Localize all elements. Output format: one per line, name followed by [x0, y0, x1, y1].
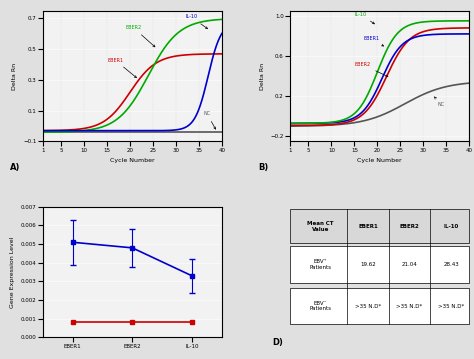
- Text: EBER1: EBER1: [364, 36, 383, 46]
- Text: NC: NC: [203, 111, 216, 129]
- Text: A): A): [10, 163, 21, 172]
- Y-axis label: Delta Rn: Delta Rn: [12, 62, 18, 90]
- Text: 21.04: 21.04: [401, 262, 417, 267]
- Text: EBER1: EBER1: [358, 224, 378, 229]
- Text: EBV⁺
Patients: EBV⁺ Patients: [310, 259, 331, 270]
- Text: EBER2: EBER2: [126, 25, 155, 47]
- Bar: [290, 246, 469, 283]
- Text: IL-10: IL-10: [185, 14, 208, 29]
- Text: NC: NC: [435, 97, 444, 107]
- Text: >35 N.D*: >35 N.D*: [396, 304, 422, 309]
- Text: 28.43: 28.43: [444, 262, 459, 267]
- Text: B): B): [258, 163, 268, 172]
- X-axis label: Cycle Number: Cycle Number: [357, 158, 402, 163]
- Bar: [290, 209, 469, 243]
- Bar: [290, 288, 469, 325]
- Text: EBER2: EBER2: [355, 62, 388, 77]
- Text: EBER1: EBER1: [107, 57, 137, 78]
- Y-axis label: Delta Rn: Delta Rn: [260, 62, 265, 90]
- Y-axis label: Gene Expression Level: Gene Expression Level: [10, 237, 15, 308]
- Text: 19.62: 19.62: [360, 262, 376, 267]
- Text: IL-10: IL-10: [355, 12, 374, 24]
- Text: >35 N.D*: >35 N.D*: [438, 304, 465, 309]
- Text: D): D): [272, 338, 283, 347]
- Text: Mean CT
Value: Mean CT Value: [307, 221, 334, 232]
- Text: >35 N.D*: >35 N.D*: [355, 304, 381, 309]
- Text: EBV⁻
Patients: EBV⁻ Patients: [310, 301, 331, 312]
- Text: IL-10: IL-10: [444, 224, 459, 229]
- X-axis label: Cycle Number: Cycle Number: [110, 158, 155, 163]
- Text: EBER2: EBER2: [399, 224, 419, 229]
